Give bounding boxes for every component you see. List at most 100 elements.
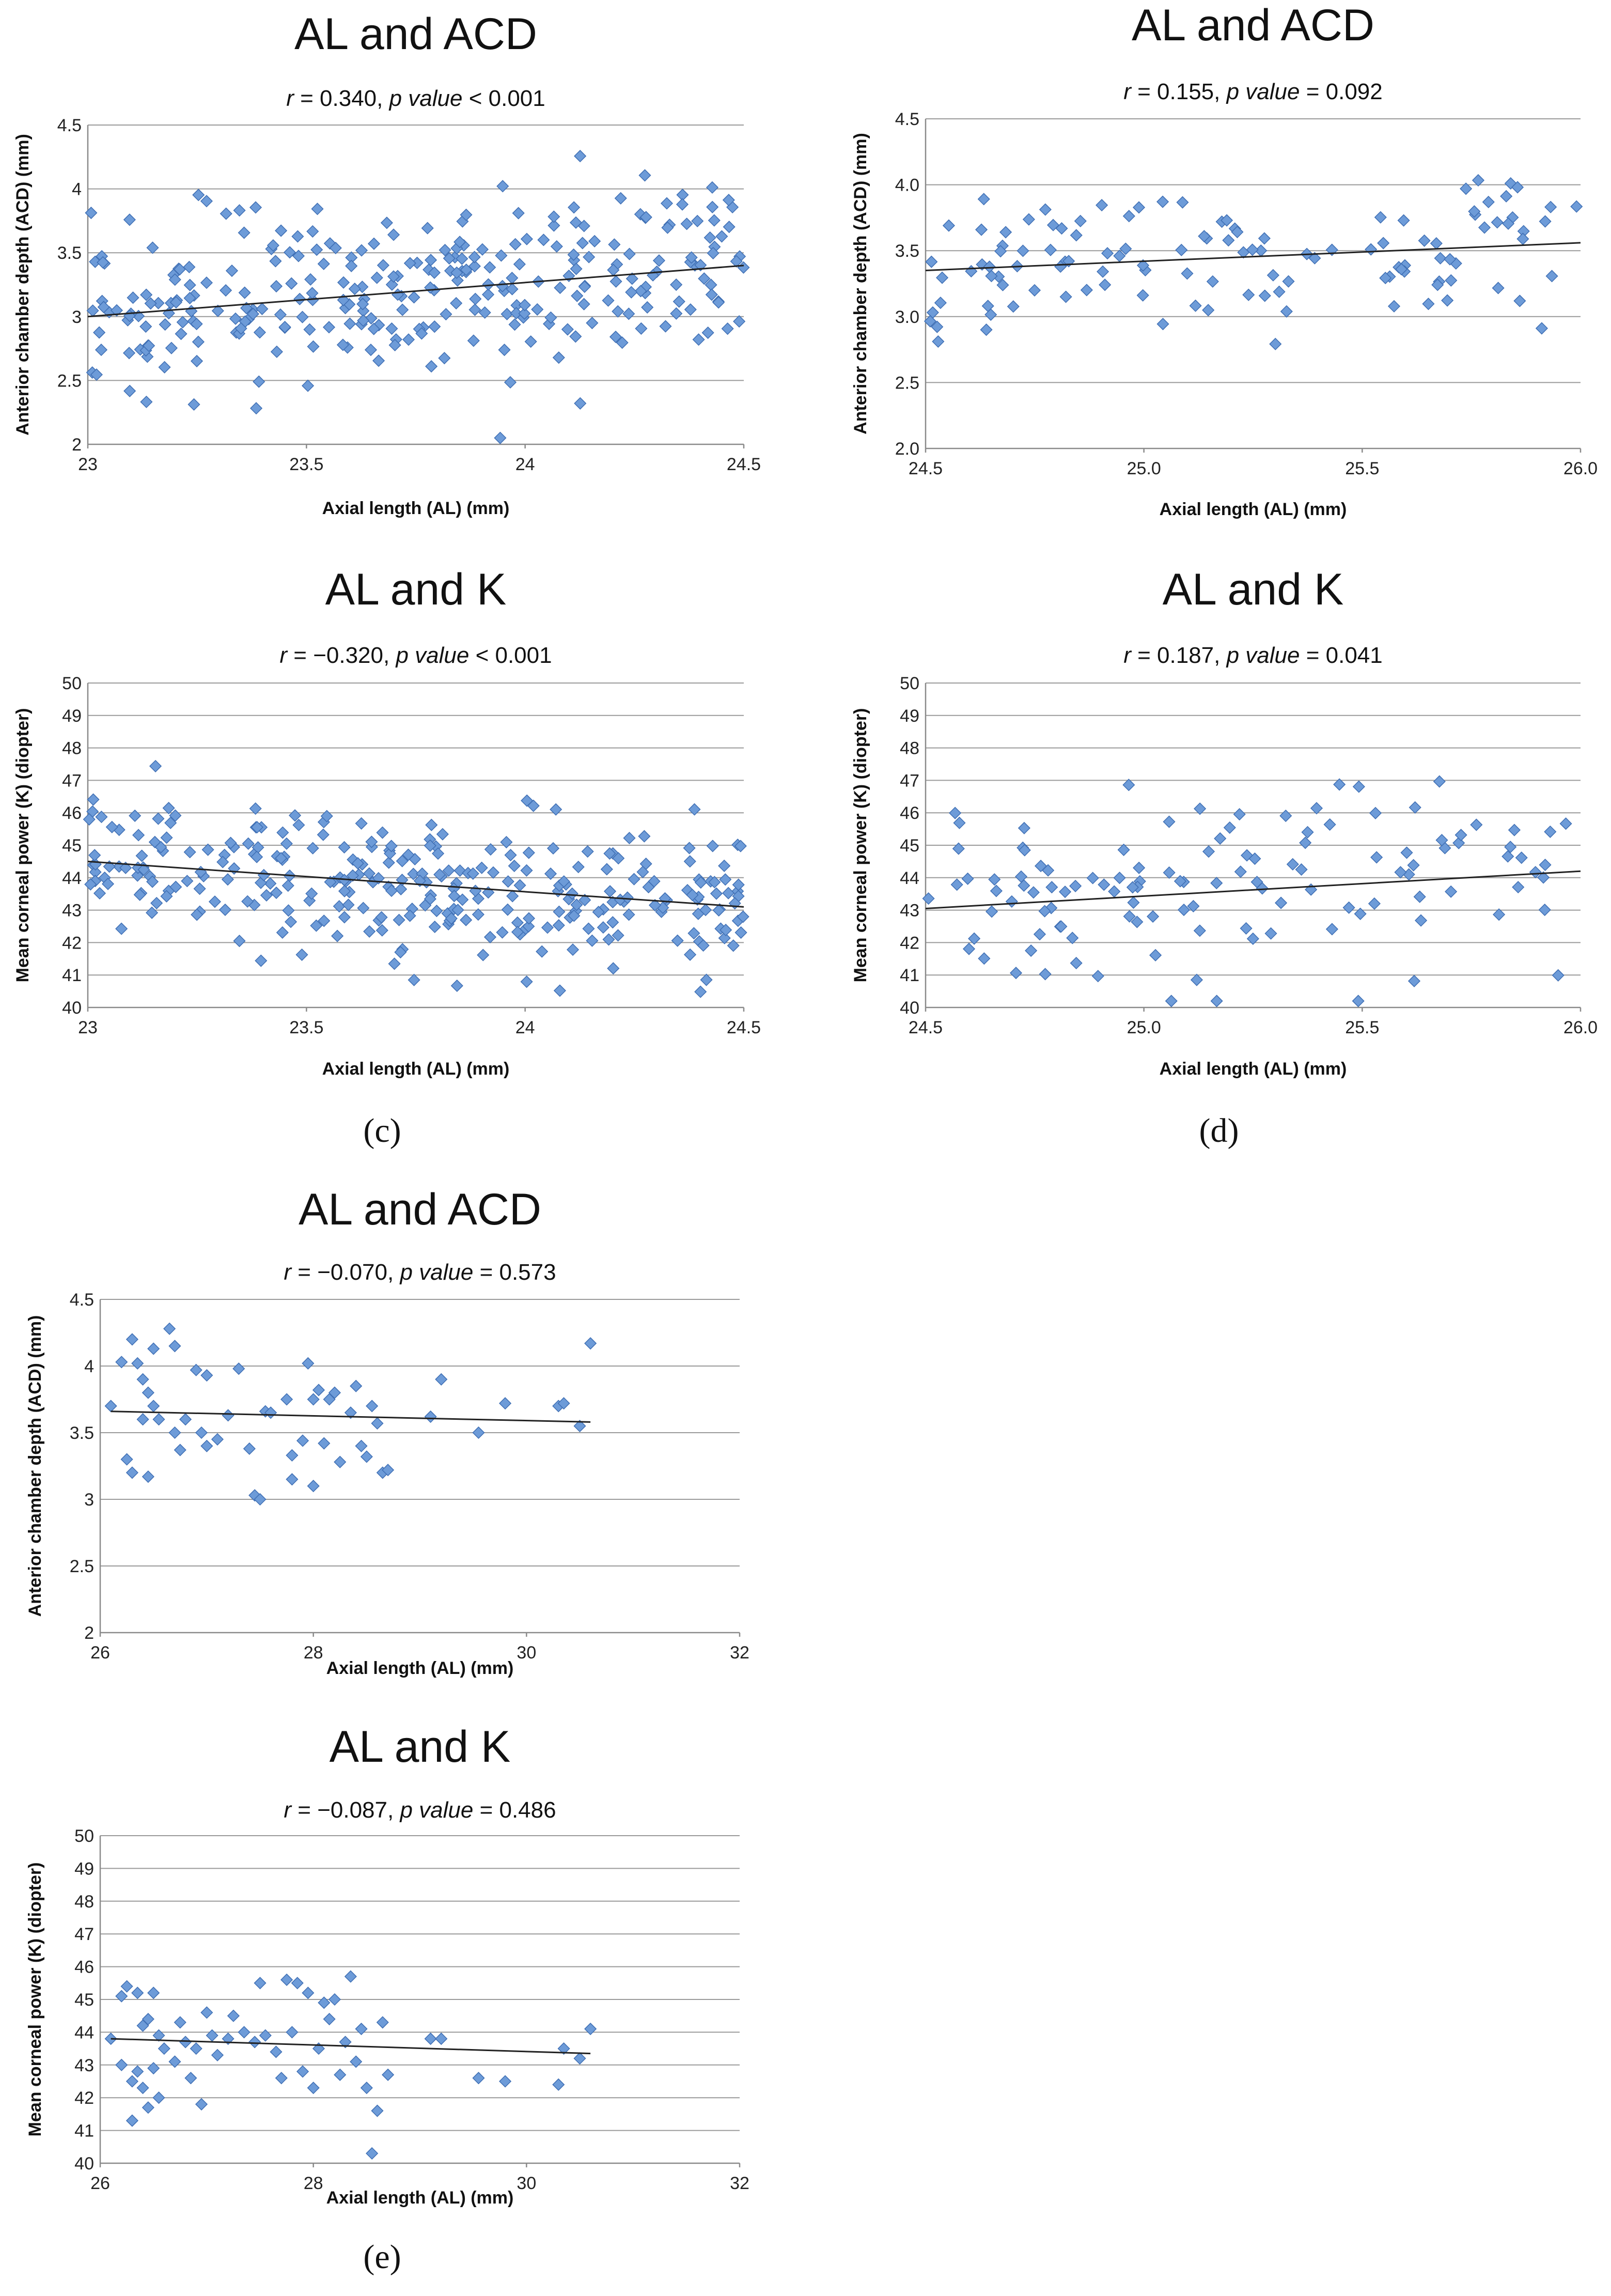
data-point: [1198, 230, 1211, 243]
data-point: [238, 226, 251, 239]
y-tick-label: 45: [74, 1990, 94, 2010]
data-point: [1472, 174, 1485, 187]
data-point: [183, 260, 196, 273]
data-point: [1516, 232, 1529, 245]
data-point: [184, 2072, 197, 2085]
data-point: [132, 829, 145, 842]
data-point: [421, 222, 434, 235]
data-point: [280, 1973, 293, 1987]
data-point: [270, 2045, 283, 2058]
data-point: [557, 875, 570, 888]
data-point: [942, 219, 956, 232]
data-point: [296, 1434, 309, 1447]
data-point: [292, 250, 305, 262]
data-point: [251, 850, 263, 863]
data-point: [1482, 195, 1495, 209]
data-point: [544, 311, 557, 324]
data-point: [1295, 863, 1308, 876]
data-point: [700, 973, 713, 986]
data-point: [387, 270, 400, 283]
data-point: [337, 276, 350, 289]
data-point: [730, 255, 743, 268]
data-point: [1323, 818, 1336, 831]
data-point: [1333, 778, 1346, 791]
data-point: [129, 809, 142, 822]
data-point: [1433, 775, 1446, 788]
data-point: [583, 251, 596, 263]
chart-title: AL and K: [325, 565, 507, 614]
data-point: [1202, 845, 1215, 858]
x-tick-label: 24: [515, 1018, 535, 1037]
data-point: [376, 924, 388, 937]
data-point: [385, 840, 398, 852]
data-point: [243, 1442, 256, 1455]
data-point: [181, 875, 194, 888]
data-point: [183, 278, 196, 291]
data-point: [1537, 871, 1550, 884]
x-tick-label: 30: [517, 1643, 536, 1663]
data-point: [146, 875, 159, 888]
panel-label-e: (e): [363, 2238, 401, 2276]
data-point: [306, 225, 319, 238]
data-point: [175, 328, 187, 340]
data-point: [450, 266, 463, 279]
data-point: [931, 320, 944, 333]
data-point: [385, 322, 398, 335]
data-point: [162, 801, 175, 815]
data-point: [494, 431, 507, 444]
data-point: [442, 864, 455, 877]
y-tick-label: 47: [62, 771, 82, 790]
data-point: [131, 1987, 144, 1999]
data-point: [683, 842, 696, 855]
data-point: [509, 238, 522, 251]
data-point: [584, 2022, 597, 2036]
data-point: [345, 259, 358, 272]
data-point: [482, 278, 495, 291]
data-point: [925, 255, 938, 268]
data-point: [185, 305, 198, 318]
data-point: [622, 908, 635, 921]
data-point: [1370, 851, 1383, 864]
y-tick-label: 47: [900, 771, 919, 790]
data-point: [174, 2016, 186, 2029]
data-point: [1210, 877, 1223, 890]
data-point: [625, 286, 638, 299]
data-point: [586, 317, 599, 330]
data-point: [1086, 872, 1099, 885]
data-point: [661, 221, 674, 234]
panel-label-c: (c): [363, 1112, 401, 1150]
data-point: [1282, 275, 1295, 288]
y-tick-label: 42: [900, 933, 919, 953]
data-point: [1074, 214, 1087, 227]
data-point: [734, 926, 747, 939]
data-point: [329, 241, 342, 255]
data-point: [550, 240, 563, 253]
data-point: [616, 336, 629, 349]
data-point: [254, 1977, 267, 1990]
data-point: [641, 301, 654, 314]
x-tick-label: 24.5: [909, 1018, 943, 1037]
data-point: [200, 1369, 213, 1382]
data-point: [1025, 944, 1038, 957]
data-point: [536, 945, 549, 958]
data-point: [1431, 278, 1444, 291]
data-point: [548, 219, 560, 232]
data-point: [229, 312, 242, 325]
data-point: [150, 896, 163, 910]
data-point: [87, 793, 100, 806]
data-point: [719, 873, 732, 886]
data-point: [1444, 253, 1457, 266]
data-point: [1352, 995, 1365, 1007]
data-point: [176, 316, 189, 329]
data-point: [483, 261, 496, 274]
data-point: [1418, 234, 1431, 247]
data-point: [1181, 267, 1194, 280]
data-point: [1374, 211, 1387, 224]
data-point: [95, 344, 108, 356]
data-point: [723, 221, 736, 234]
data-point: [88, 849, 101, 862]
data-point: [1552, 969, 1565, 982]
data-point: [524, 335, 537, 348]
data-point: [253, 326, 266, 339]
data-point: [424, 1410, 437, 1423]
